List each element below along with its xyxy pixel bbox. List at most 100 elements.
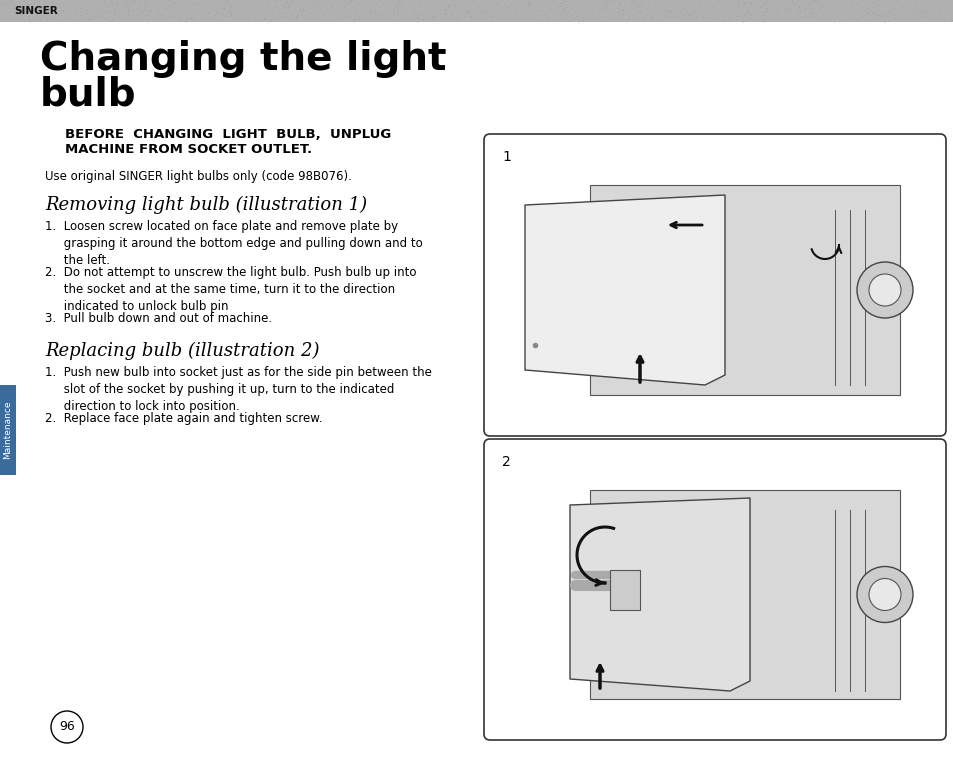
- Point: [803, 0, 819, 9]
- Point: [811, 0, 826, 8]
- Point: [760, 0, 775, 8]
- Point: [16, 0, 31, 8]
- Point: [470, 1, 485, 13]
- Point: [223, 9, 238, 21]
- Point: [98, 0, 113, 12]
- Point: [483, 15, 498, 27]
- Point: [555, 4, 570, 16]
- Point: [387, 14, 402, 27]
- Point: [625, 7, 640, 19]
- Polygon shape: [524, 195, 724, 385]
- Point: [720, 11, 735, 24]
- Point: [560, 0, 576, 8]
- Point: [209, 0, 224, 8]
- Point: [553, 0, 568, 12]
- Point: [553, 0, 568, 9]
- Point: [412, 0, 427, 12]
- Point: [519, 0, 535, 11]
- Point: [260, 0, 275, 8]
- Point: [292, 4, 307, 16]
- Point: [90, 6, 105, 18]
- Point: [610, 2, 625, 14]
- Point: [820, 9, 835, 21]
- Point: [82, 15, 97, 27]
- Point: [39, 11, 54, 24]
- Point: [267, 13, 282, 25]
- Point: [747, 0, 762, 12]
- Point: [462, 12, 477, 24]
- Point: [664, 5, 679, 17]
- Point: [910, 11, 925, 24]
- Point: [214, 2, 230, 14]
- Point: [692, 0, 707, 11]
- Point: [6, 2, 21, 14]
- Point: [284, 0, 299, 8]
- Point: [310, 11, 325, 23]
- Point: [289, 12, 304, 24]
- Point: [367, 7, 382, 19]
- Point: [31, 0, 47, 7]
- Point: [446, 0, 461, 11]
- Point: [646, 0, 661, 7]
- Point: [230, 0, 245, 10]
- Point: [785, 14, 801, 26]
- Point: [884, 0, 900, 8]
- Point: [322, 4, 337, 16]
- Text: Maintenance: Maintenance: [4, 401, 12, 459]
- Point: [372, 6, 387, 18]
- Point: [843, 0, 859, 10]
- Point: [519, 0, 535, 10]
- Point: [315, 9, 331, 21]
- Point: [733, 4, 748, 16]
- Point: [116, 0, 132, 11]
- Point: [41, 13, 56, 25]
- Point: [354, 13, 369, 25]
- Point: [109, 0, 124, 12]
- Point: [390, 6, 405, 18]
- Point: [606, 0, 621, 6]
- Point: [612, 0, 627, 10]
- Point: [76, 12, 91, 24]
- Point: [623, 9, 639, 21]
- Point: [222, 0, 237, 11]
- Point: [225, 8, 240, 20]
- Point: [791, 1, 806, 13]
- Point: [348, 12, 363, 24]
- Point: [903, 5, 919, 17]
- Point: [685, 5, 700, 17]
- Point: [139, 0, 154, 9]
- Point: [283, 9, 298, 21]
- Point: [33, 11, 49, 23]
- Point: [214, 15, 230, 27]
- Point: [45, 0, 60, 9]
- Point: [754, 9, 769, 21]
- Text: 1: 1: [501, 150, 511, 164]
- Point: [291, 9, 306, 21]
- Point: [176, 14, 192, 27]
- Point: [55, 5, 71, 17]
- Point: [96, 0, 112, 7]
- Point: [185, 14, 200, 27]
- Point: [884, 14, 900, 26]
- Point: [424, 11, 439, 23]
- Point: [769, 2, 784, 14]
- Point: [90, 0, 105, 7]
- Point: [742, 0, 758, 9]
- Point: [537, 7, 553, 19]
- Point: [597, 0, 612, 8]
- Point: [532, 4, 547, 16]
- Point: [21, 11, 36, 24]
- Point: [805, 11, 821, 23]
- Point: [277, 2, 293, 14]
- Point: [497, 2, 513, 14]
- Point: [474, 14, 489, 27]
- Point: [643, 11, 659, 23]
- Point: [190, 0, 205, 11]
- Point: [430, 10, 445, 22]
- Point: [725, 0, 740, 11]
- Point: [702, 12, 718, 24]
- Point: [200, 7, 215, 19]
- Point: [476, 5, 492, 17]
- Point: [857, 9, 872, 21]
- Point: [31, 12, 47, 24]
